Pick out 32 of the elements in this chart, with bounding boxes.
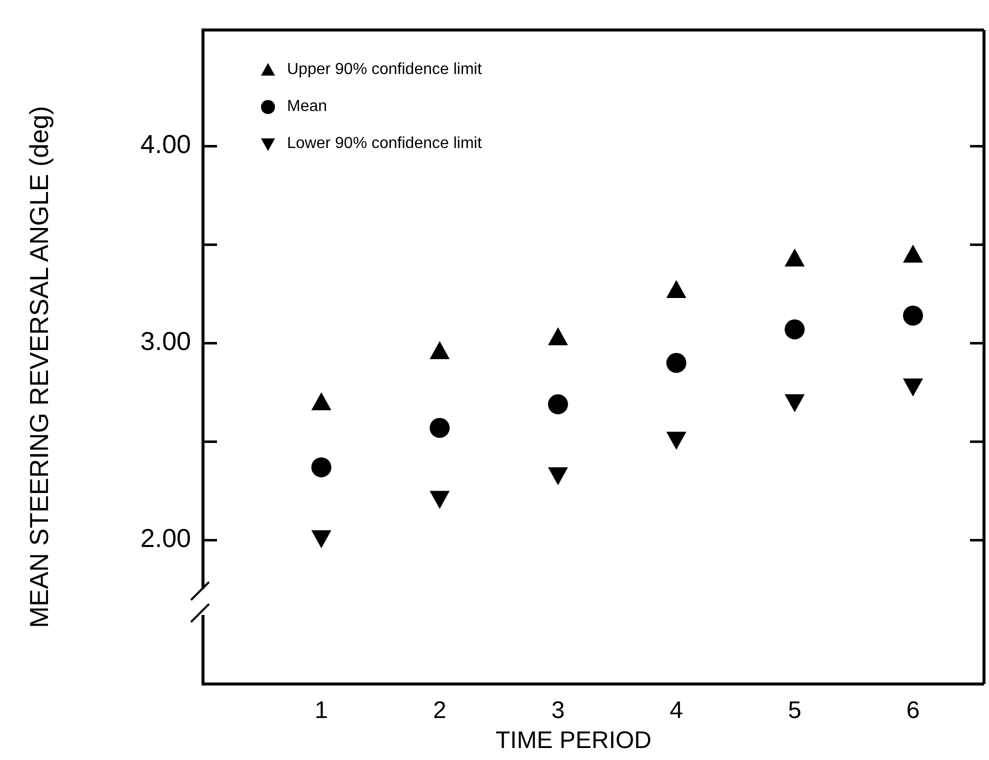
point [784,248,805,267]
point [311,457,332,478]
point [666,280,686,298]
x-axis-title: TIME PERIOD [495,727,652,754]
legend-label: Mean [287,98,328,116]
point [903,244,923,263]
y-tick-label: 4.00 [140,129,191,160]
point [666,352,686,373]
point [666,432,686,450]
point [548,327,568,346]
point [548,467,568,486]
point [430,490,450,509]
x-tick-label: 4 [670,697,684,724]
point [903,306,923,326]
point [430,418,450,438]
y-axis-title: MEAN STEERING REVERSAL ANGLE (deg) [24,106,54,628]
point [784,319,805,340]
point [548,394,568,414]
y-tick-label: 3.00 [140,326,191,356]
legend-label: Upper 90% confidence limit [287,61,482,78]
legend-label: Lower 90% confidence limit [287,135,482,152]
x-tick-label: 2 [432,697,446,724]
point [311,392,332,410]
x-tick-label: 6 [906,697,920,724]
point [903,378,923,397]
x-tick-label: 3 [551,697,565,724]
point [311,530,332,548]
x-tick-label: 5 [788,697,802,724]
point [430,341,450,360]
x-tick-label: 1 [314,697,328,724]
point [784,394,805,412]
y-tick-label: 2.00 [140,523,191,554]
